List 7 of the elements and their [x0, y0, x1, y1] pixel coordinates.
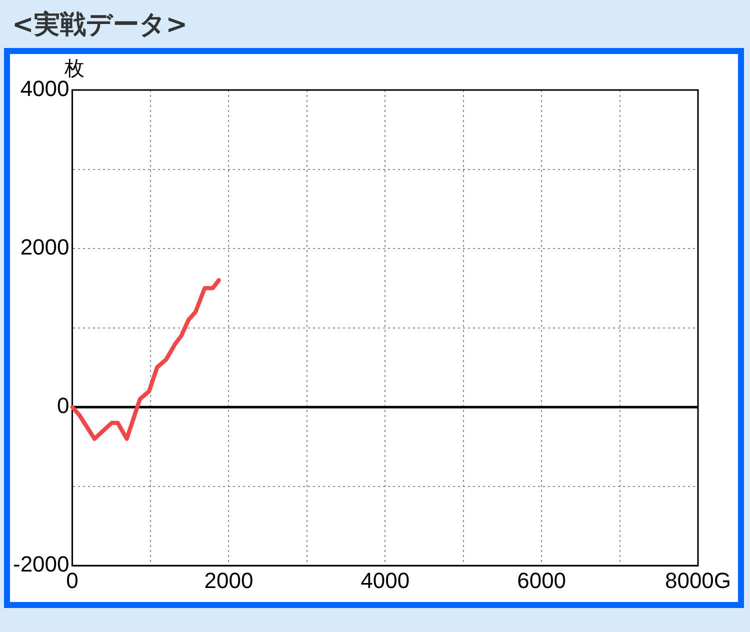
x-tick-label: 4000	[360, 568, 410, 593]
y-tick-label: 0	[57, 393, 70, 418]
x-tick-label: 8000G	[664, 568, 732, 593]
x-tick-label: 6000	[517, 568, 566, 593]
y-tick-label: 2000	[20, 234, 70, 260]
chart-title: <実戦データ>	[11, 8, 189, 42]
x-tick-label: 2000	[204, 568, 254, 593]
